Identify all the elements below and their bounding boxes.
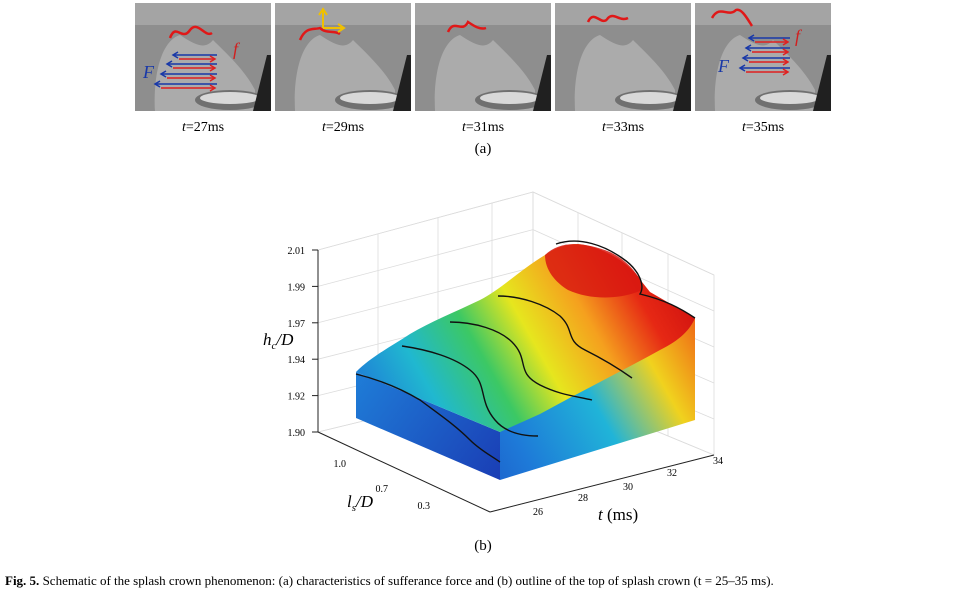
z-tick-label: 1.94 xyxy=(288,355,306,366)
z-tick-label: 1.90 xyxy=(288,428,306,439)
x-tick-label: 26 xyxy=(533,507,543,518)
y-tick-label: 0.3 xyxy=(418,501,431,512)
x-tick-label: 32 xyxy=(667,468,677,479)
contour-line xyxy=(555,240,696,319)
surface-peak xyxy=(545,244,642,298)
y-tick-label: 0.7 xyxy=(376,484,389,495)
crown-outline xyxy=(586,14,629,23)
x-axis xyxy=(489,454,715,513)
crown-outline xyxy=(168,25,213,39)
surface-left-face xyxy=(356,372,500,480)
z-axis-label: hc/D xyxy=(263,330,294,352)
z-tick-label: 2.01 xyxy=(288,246,306,257)
force-label: F xyxy=(142,62,155,82)
force-label: F xyxy=(717,56,730,76)
frame-time-label: t=27ms xyxy=(181,120,225,135)
z-tick-label: 1.99 xyxy=(288,282,306,293)
tick-labels: 2.01 1.99 1.97 1.94 1.92 1.90 1.0 0.7 0.3 26 28 30 3… xyxy=(288,246,724,518)
contour-lines xyxy=(355,240,696,463)
y-tick-label: 1.0 xyxy=(334,459,347,470)
x-tick-label: 34 xyxy=(713,456,723,467)
x-tick-label: 30 xyxy=(623,482,633,493)
caption-text: Schematic of the splash crown phenomenon… xyxy=(39,573,774,588)
figure-caption: Fig. 5. Schematic of the splash crown ph… xyxy=(5,573,965,589)
crown-outline xyxy=(710,8,754,27)
surface-body xyxy=(356,244,695,480)
contour-line xyxy=(449,321,593,401)
frame-time-label: t=33ms xyxy=(601,120,645,135)
panel-b-label: (b) xyxy=(474,538,492,554)
frame-time-label: t=35ms xyxy=(741,120,785,135)
contour-line xyxy=(401,345,539,437)
x-axis-label: t (ms) xyxy=(598,505,638,524)
figure-number: Fig. 5. xyxy=(5,573,40,588)
crown-outline xyxy=(446,20,487,33)
y-axis xyxy=(317,431,491,513)
plot-axes xyxy=(317,250,715,513)
frame-time-label: t=31ms xyxy=(461,120,505,135)
z-tick-label: 1.92 xyxy=(288,392,306,403)
crown-outline xyxy=(298,26,341,41)
friction-label: f xyxy=(795,26,803,46)
frame-time-label: t=29ms xyxy=(321,120,365,135)
x-tick-label: 28 xyxy=(578,493,588,504)
panel-a-label: (a) xyxy=(474,141,492,157)
z-tick-label: 1.97 xyxy=(288,319,306,330)
splash-photo-frame xyxy=(275,3,411,111)
friction-label: f xyxy=(233,39,241,59)
splash-photo-frame xyxy=(415,3,551,111)
contour-line xyxy=(355,373,501,463)
contour-line xyxy=(497,295,633,379)
y-axis-label: ls/D xyxy=(347,492,374,514)
splash-photo-frame xyxy=(555,3,691,111)
